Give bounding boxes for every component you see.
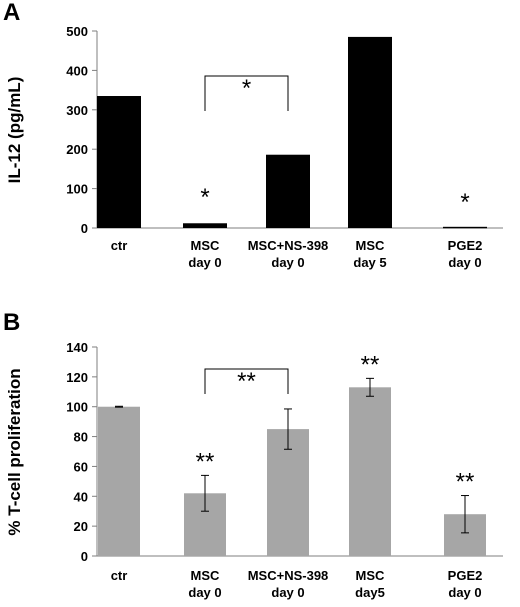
bar [266, 154, 310, 228]
category-label: MSC+NS-398 [248, 238, 329, 253]
y-tick-label: 100 [66, 400, 88, 415]
chart-panel-b: 0 20 40 60 80 100 120 140 % T-cell proliferation… [5, 340, 503, 600]
category-label: day 0 [448, 255, 481, 270]
significance-bracket [204, 368, 289, 394]
bar [349, 387, 391, 556]
bracket-star: ** [237, 368, 256, 395]
panel-letter-b: B [3, 309, 20, 336]
y-axis-label: % T-cell proliferation [5, 368, 24, 535]
y-tick-label: 0 [81, 549, 88, 564]
category-label: MSC+NS-398 [248, 568, 329, 583]
significance-bracket [204, 75, 289, 111]
category-label: PGE2 [448, 568, 483, 583]
significance-star: * [200, 184, 209, 211]
y-tick-label: 500 [66, 24, 88, 39]
significance-star: ** [456, 469, 475, 496]
y-tick-label: 400 [66, 63, 88, 78]
bar [443, 226, 487, 229]
y-tick-label: 0 [81, 221, 88, 236]
y-tick-label: 20 [74, 519, 88, 534]
category-label: day5 [355, 585, 385, 600]
category-label: day 0 [188, 585, 221, 600]
category-label: ctr [111, 238, 128, 253]
y-tick-label: 140 [66, 340, 88, 355]
bar [183, 223, 227, 228]
category-label: MSC [356, 238, 386, 253]
bracket-star: * [242, 75, 251, 102]
y-tick-label: 60 [74, 459, 88, 474]
category-label: day 0 [188, 255, 221, 270]
bar [267, 429, 309, 556]
y-tick-label: 300 [66, 103, 88, 118]
bar [348, 36, 392, 228]
category-label: MSC [191, 568, 221, 583]
category-label: day 0 [271, 255, 304, 270]
y-tick-label: 200 [66, 142, 88, 157]
category-label: ctr [111, 568, 128, 583]
y-tick-label: 120 [66, 370, 88, 385]
y-axis-label: IL-12 (pg/mL) [5, 77, 24, 184]
category-label: MSC [191, 238, 221, 253]
significance-star: ** [361, 351, 380, 378]
category-label: day 5 [353, 255, 386, 270]
category-label: day 0 [448, 585, 481, 600]
panel-letter-a: A [3, 0, 20, 26]
category-label: MSC [356, 568, 386, 583]
category-label: day 0 [271, 585, 304, 600]
significance-star: * [460, 189, 469, 216]
y-tick-label: 100 [66, 182, 88, 197]
chart-panel-a: 0 100 200 300 400 500 IL-12 (pg/mL) ctr MSC day 0… [5, 24, 503, 270]
y-tick-label: 40 [74, 489, 88, 504]
bar [97, 96, 141, 228]
y-tick-label: 80 [74, 430, 88, 445]
bar [98, 406, 140, 556]
category-label: PGE2 [448, 238, 483, 253]
significance-star: ** [196, 448, 215, 475]
